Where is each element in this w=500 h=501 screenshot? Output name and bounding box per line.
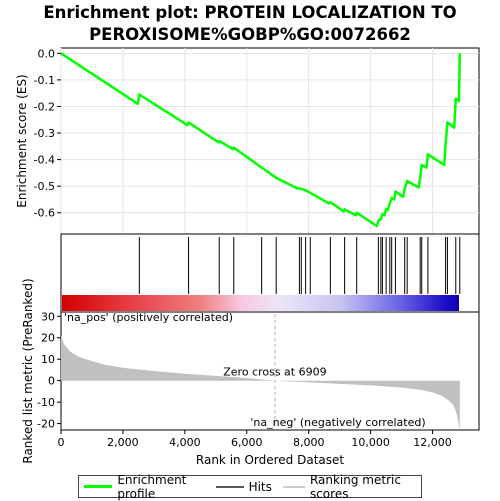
ranked-list-metric-area	[61, 335, 460, 428]
metric-y-axis: 30 20 10 0 -10 -20	[37, 310, 61, 431]
es-panel: 0.0 -0.1 -0.2 -0.3 -0.4 -0.5 -0.6 Enrichment s…	[15, 47, 480, 235]
legend-item: Enrichment profile	[84, 473, 205, 501]
es-y-tick-label: -0.6	[34, 207, 55, 220]
chart-title: Enrichment plot: PROTEIN LOCALIZATION TO…	[0, 2, 500, 46]
x-axis-label: Rank in Ordered Dataset	[196, 453, 344, 467]
metric-panel: Zero cross at 6909 'na_pos' (positively …	[21, 278, 480, 467]
hit-markers	[138, 237, 461, 294]
x-tick-label: 12,000	[413, 436, 452, 449]
x-tick-label: 8,000	[293, 436, 325, 449]
chart-title-line1: Enrichment plot: PROTEIN LOCALIZATION TO	[43, 3, 457, 22]
metric-y-tick-label: -10	[37, 396, 55, 409]
negative-correlation-label: 'na_neg' (negatively correlated)	[250, 416, 425, 429]
x-tick-label: 2,000	[107, 436, 139, 449]
legend-swatch	[84, 485, 113, 488]
legend-label: Enrichment profile	[117, 472, 187, 501]
legend: Enrichment profile Hits Ranking metric sco…	[78, 472, 422, 501]
rank-color-bar	[62, 295, 459, 311]
chart-title-line2: PEROXISOME%GOBP%GO:0072662	[89, 25, 411, 44]
legend-label: Hits	[248, 479, 272, 494]
metric-y-tick-label: 0	[48, 375, 55, 388]
metric-y-tick-label: 30	[41, 310, 55, 323]
legend-label: Ranking metric scores	[309, 472, 401, 501]
es-y-tick-label: -0.4	[34, 154, 55, 167]
legend-item: Hits	[215, 479, 272, 494]
es-panel-frame	[60, 47, 480, 235]
legend-swatch	[215, 485, 244, 488]
x-tick-label: 4,000	[169, 436, 201, 449]
legend-swatch	[282, 485, 305, 488]
positive-correlation-label: 'na_pos' (positively correlated)	[64, 311, 233, 324]
metric-y-tick-label: -20	[37, 418, 55, 431]
es-y-tick-label: -0.1	[34, 74, 55, 87]
x-tick-label: 6,000	[231, 436, 263, 449]
x-axis: 0 2,000 4,000 6,000 8,000 10,000 12,000	[58, 430, 452, 449]
metric-y-tick-label: 20	[41, 332, 55, 345]
es-y-tick-label: 0.0	[38, 47, 56, 60]
legend-item: Ranking metric scores	[282, 472, 415, 501]
zero-cross-label: Zero cross at 6909	[223, 366, 326, 379]
es-grid	[60, 48, 479, 234]
metric-y-tick-label: 10	[41, 353, 55, 366]
es-y-tick-label: -0.3	[34, 127, 55, 140]
es-y-axis-label: Enrichment score (ES)	[15, 74, 29, 207]
enrichment-profile-line	[60, 52, 462, 228]
es-y-axis: 0.0 -0.1 -0.2 -0.3 -0.4 -0.5 -0.6	[34, 47, 61, 220]
x-tick-label: 10,000	[351, 436, 390, 449]
es-y-tick-label: -0.2	[34, 100, 55, 113]
x-tick-label: 0	[58, 436, 65, 449]
metric-y-axis-label: Ranked list metric (PreRanked)	[21, 278, 35, 463]
hits-panel	[60, 233, 480, 313]
es-y-tick-label: -0.5	[34, 180, 55, 193]
